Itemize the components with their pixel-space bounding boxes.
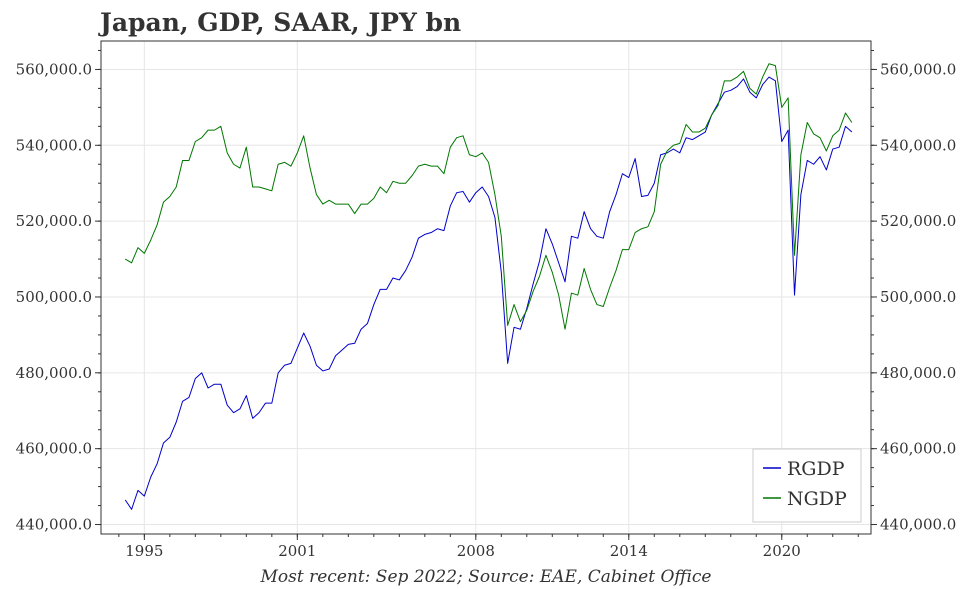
x-tick-label: 2020 — [763, 542, 801, 560]
y-tick-label-right: 560,000.0 — [880, 60, 956, 78]
y-tick-label-left: 460,000.0 — [16, 440, 92, 458]
source-note: Most recent: Sep 2022; Source: EAE, Cabi… — [260, 567, 712, 587]
y-tick-label-right: 480,000.0 — [880, 364, 956, 382]
y-tick-label-left: 440,000.0 — [16, 516, 92, 534]
legend: RGDP NGDP — [752, 448, 862, 523]
y-tick-label-right: 500,000.0 — [880, 288, 956, 306]
legend-label-rgdp: RGDP — [787, 458, 845, 480]
y-tick-label-right: 460,000.0 — [880, 440, 956, 458]
y-tick-label-left: 500,000.0 — [16, 288, 92, 306]
y-tick-label-left: 560,000.0 — [16, 60, 92, 78]
y-tick-label-left: 520,000.0 — [16, 212, 92, 230]
y-tick-label-left: 480,000.0 — [16, 364, 92, 382]
series-line-ngdp — [124, 63, 853, 330]
legend-label-ngdp: NGDP — [787, 488, 847, 510]
grid-layer — [101, 41, 871, 534]
y-tick-label-left: 540,000.0 — [16, 136, 92, 154]
series-line-rgdp — [124, 76, 853, 510]
x-tick-label: 2014 — [610, 542, 648, 560]
plot-frame — [100, 40, 872, 535]
x-tick-label: 2001 — [278, 542, 316, 560]
axis-layer: 440,000.0 440,000.0 460,000.0 460,000.0 480,… — [16, 49, 956, 560]
series-layer — [124, 63, 853, 510]
legend-box — [752, 448, 862, 523]
y-tick-label-right: 440,000.0 — [880, 516, 956, 534]
x-tick-label: 2008 — [457, 542, 495, 560]
y-tick-label-right: 520,000.0 — [880, 212, 956, 230]
chart-title: Japan, GDP, SAAR, JPY bn — [98, 8, 461, 37]
x-tick-label: 1995 — [125, 542, 163, 560]
y-tick-label-right: 540,000.0 — [880, 136, 956, 154]
